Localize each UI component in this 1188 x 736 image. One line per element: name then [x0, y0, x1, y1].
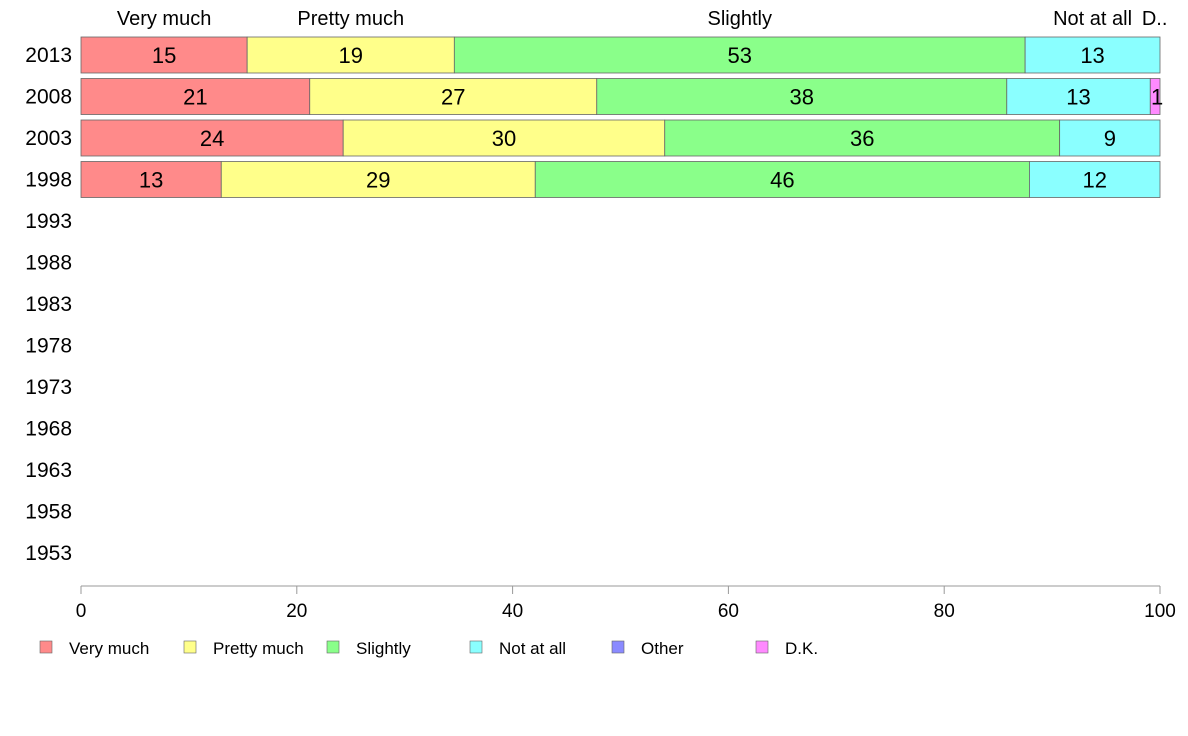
y-tick-label: 1978 — [25, 335, 72, 358]
y-tick-label: 2013 — [25, 44, 72, 67]
data-label: 29 — [366, 168, 390, 193]
bar-segment — [1149, 78, 1161, 115]
data-label: 13 — [139, 168, 163, 193]
data-label: 36 — [850, 126, 874, 151]
data-label: 13 — [1080, 43, 1104, 68]
bar-segment — [534, 161, 1030, 198]
legend-label: Other — [641, 639, 684, 658]
y-tick-label: 1983 — [25, 293, 72, 316]
y-tick-label: 1968 — [25, 418, 72, 441]
x-tick-label: 60 — [718, 601, 739, 622]
x-tick-label: 80 — [934, 601, 955, 622]
bar-segment — [453, 36, 1026, 74]
top-label-1: Pretty much — [297, 8, 404, 30]
x-tick-label: 40 — [502, 601, 523, 622]
data-label: 1 — [1151, 85, 1163, 110]
bar-segment — [80, 36, 248, 74]
bar-segment — [80, 161, 222, 198]
legend-swatch — [39, 640, 53, 654]
data-label: 21 — [183, 85, 207, 110]
legend-label: Slightly — [356, 639, 411, 658]
y-tick-label: 2008 — [25, 86, 72, 109]
legend-label: Very much — [69, 639, 149, 658]
data-label: 12 — [1082, 168, 1106, 193]
bar-segment — [309, 78, 598, 115]
top-label-4: D.. — [1142, 8, 1168, 30]
data-label: 30 — [492, 126, 516, 151]
legend-label: D.K. — [785, 639, 818, 658]
legend-swatch — [326, 640, 340, 654]
bar-segment — [220, 161, 536, 198]
data-label: 27 — [441, 85, 465, 110]
legend-label: Not at all — [499, 639, 566, 658]
y-tick-label: 1958 — [25, 501, 72, 524]
top-label-3: Not at all — [1053, 8, 1132, 30]
x-tick-label: 0 — [76, 601, 87, 622]
data-label: 24 — [200, 126, 224, 151]
bar-segment — [246, 36, 455, 74]
bar-segment — [1029, 161, 1161, 198]
y-tick-label: 1953 — [25, 542, 72, 565]
bar-segment — [596, 78, 1008, 115]
legend-swatch — [183, 640, 197, 654]
y-tick-label: 1988 — [25, 252, 72, 275]
y-tick-label: 2003 — [25, 127, 72, 150]
data-label: 15 — [152, 43, 176, 68]
y-tick-label: 1973 — [25, 376, 72, 399]
bar-segment — [80, 78, 311, 115]
data-label: 19 — [339, 43, 363, 68]
data-label: 46 — [770, 168, 794, 193]
bar-segment — [1006, 78, 1151, 115]
data-label: 38 — [790, 85, 814, 110]
legend-swatch — [469, 640, 483, 654]
bar-segment — [1059, 119, 1161, 157]
legend-swatch — [755, 640, 769, 654]
data-label: 9 — [1104, 126, 1116, 151]
legend-label: Pretty much — [213, 639, 304, 658]
data-label: 53 — [727, 43, 751, 68]
legend-swatch — [611, 640, 625, 654]
bar-segment — [664, 119, 1061, 157]
bar-segment — [342, 119, 666, 157]
bar-segment — [80, 119, 344, 157]
x-tick-label: 100 — [1144, 601, 1176, 622]
top-label-0: Very much — [117, 8, 211, 30]
x-tick-label: 20 — [286, 601, 307, 622]
y-tick-label: 1998 — [25, 169, 72, 192]
data-label: 13 — [1066, 85, 1090, 110]
y-tick-label: 1993 — [25, 210, 72, 233]
top-label-2: Slightly — [707, 8, 771, 30]
y-tick-label: 1963 — [25, 459, 72, 482]
bar-segment — [1024, 36, 1161, 74]
